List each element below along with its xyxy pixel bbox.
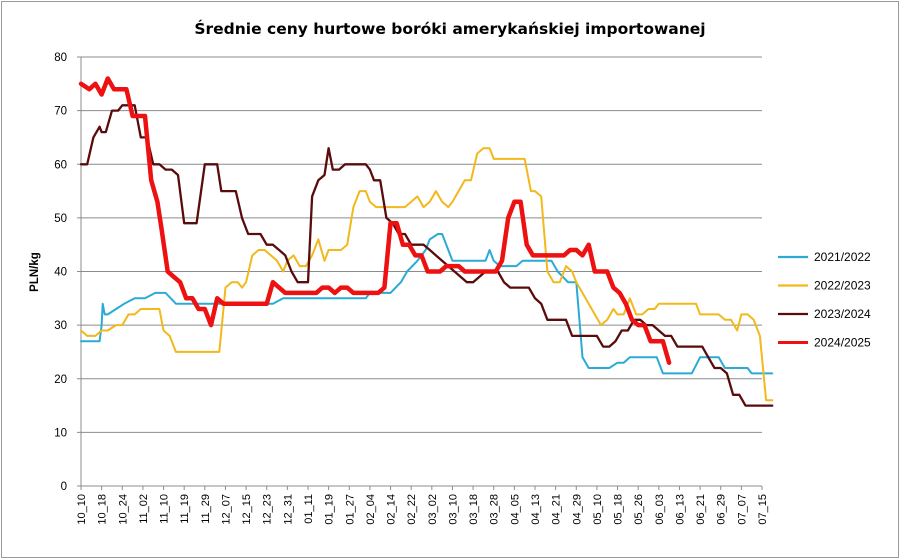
x-tick-label: 12_31 (282, 494, 294, 525)
y-axis-label: PLN/kg (29, 252, 41, 292)
series-line-2024-2025 (78, 76, 672, 365)
x-tick-label: 06_03 (654, 494, 666, 525)
series-lines (78, 76, 774, 407)
y-tick-label: 0 (61, 481, 67, 493)
x-tick-label: 11_19 (179, 494, 191, 524)
x-tick-label: 02_22 (406, 494, 418, 525)
x-tick-label: 04_21 (551, 494, 563, 525)
x-tick-label: 07_07 (736, 494, 748, 525)
x-tick-label: 02_04 (365, 494, 377, 525)
legend: 2021/2022 2022/2023 2023/2024 2024/2025 (778, 250, 871, 350)
series-line-2022-2023 (80, 147, 774, 402)
x-tick-label: 03_28 (489, 494, 501, 525)
x-tick-label: 01_27 (344, 494, 356, 525)
x-tick-label: 12_07 (220, 494, 232, 525)
y-tick-label: 70 (54, 106, 67, 118)
x-tick-label: 05_10 (592, 494, 604, 525)
y-tick-label: 30 (54, 320, 67, 332)
x-tick-label: 07_15 (757, 494, 769, 525)
legend-label: 2023/2024 (814, 307, 871, 321)
y-tick-label: 20 (54, 374, 67, 386)
x-tick-label: 05_18 (613, 494, 625, 525)
y-tick-label: 40 (54, 267, 67, 279)
y-tick-label: 80 (54, 52, 67, 64)
x-tick-label: 06_13 (674, 494, 686, 525)
x-tick-label: 11_29 (200, 494, 212, 524)
legend-label: 2024/2025 (814, 336, 871, 350)
x-tick-label: 02_14 (386, 494, 398, 525)
x-tick-label: 10_18 (97, 494, 109, 525)
legend-label: 2022/2023 (814, 279, 871, 293)
chart-title: Średnie ceny hurtowe boróki amerykańskie… (194, 19, 705, 38)
x-tick-label: 03_10 (447, 494, 459, 525)
series-line-2023-2024 (79, 104, 774, 407)
x-tick-label: 11_10 (159, 494, 171, 524)
x-tick-label: 05_26 (633, 494, 645, 525)
legend-label: 2021/2022 (814, 250, 871, 264)
x-tick-label: 10_10 (76, 494, 88, 525)
x-tick-label: 11_02 (138, 494, 150, 524)
x-tick-label: 12_23 (262, 494, 274, 525)
x-tick-label: 06_21 (695, 494, 707, 525)
gridlines (81, 56, 762, 433)
y-tick-label: 10 (54, 427, 67, 439)
y-tick-label: 60 (54, 159, 67, 171)
y-tick-label: 50 (54, 213, 67, 225)
x-tick-label: 03_02 (427, 494, 439, 525)
x-tick-label: 01_11 (303, 494, 315, 524)
x-tick-label: 10_24 (117, 494, 129, 525)
x-tick-label: 03_18 (468, 494, 480, 525)
axes: 0 10 20 30 40 50 60 70 80 10_10 10_18 10_24 11_02 11_… (54, 52, 769, 525)
x-tick-label: 04_13 (530, 494, 542, 525)
x-tick-label: 04_05 (509, 494, 521, 525)
x-tick-label: 04_29 (571, 494, 583, 525)
x-tick-label: 06_29 (716, 494, 728, 525)
x-tick-label: 01_19 (324, 494, 336, 525)
x-tick-label: 12_15 (241, 494, 253, 525)
